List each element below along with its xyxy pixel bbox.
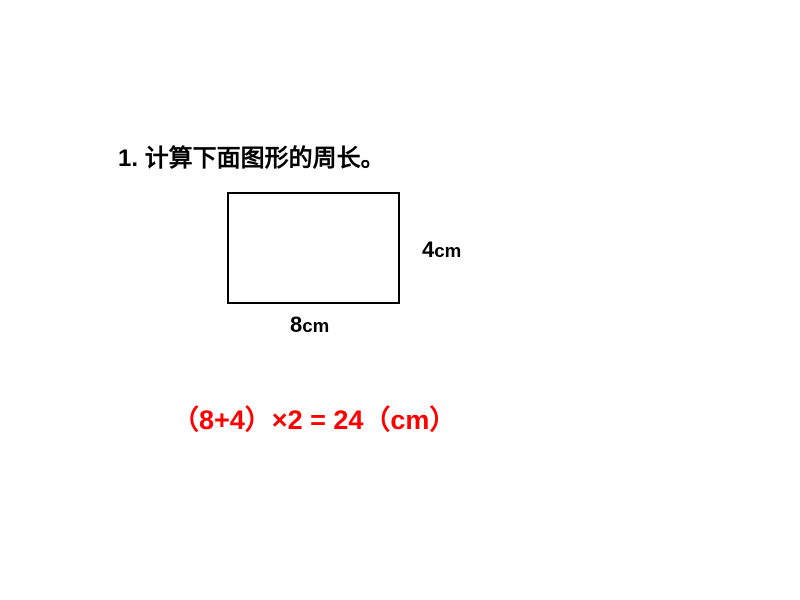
width-value: 8 [290,312,302,337]
question-number: 1. [118,145,138,172]
height-value: 4 [422,237,434,262]
height-label: 4cm [422,237,461,263]
width-label: 8cm [290,312,329,338]
height-unit: cm [434,240,461,261]
question-body: 计算下面图形的周长。 [145,145,385,172]
width-unit: cm [302,315,329,336]
answer-text: （8+4）×2 = 24（cm） [172,398,456,437]
rectangle-shape [227,192,400,304]
question-text: 1. 计算下面图形的周长。 [118,138,385,173]
